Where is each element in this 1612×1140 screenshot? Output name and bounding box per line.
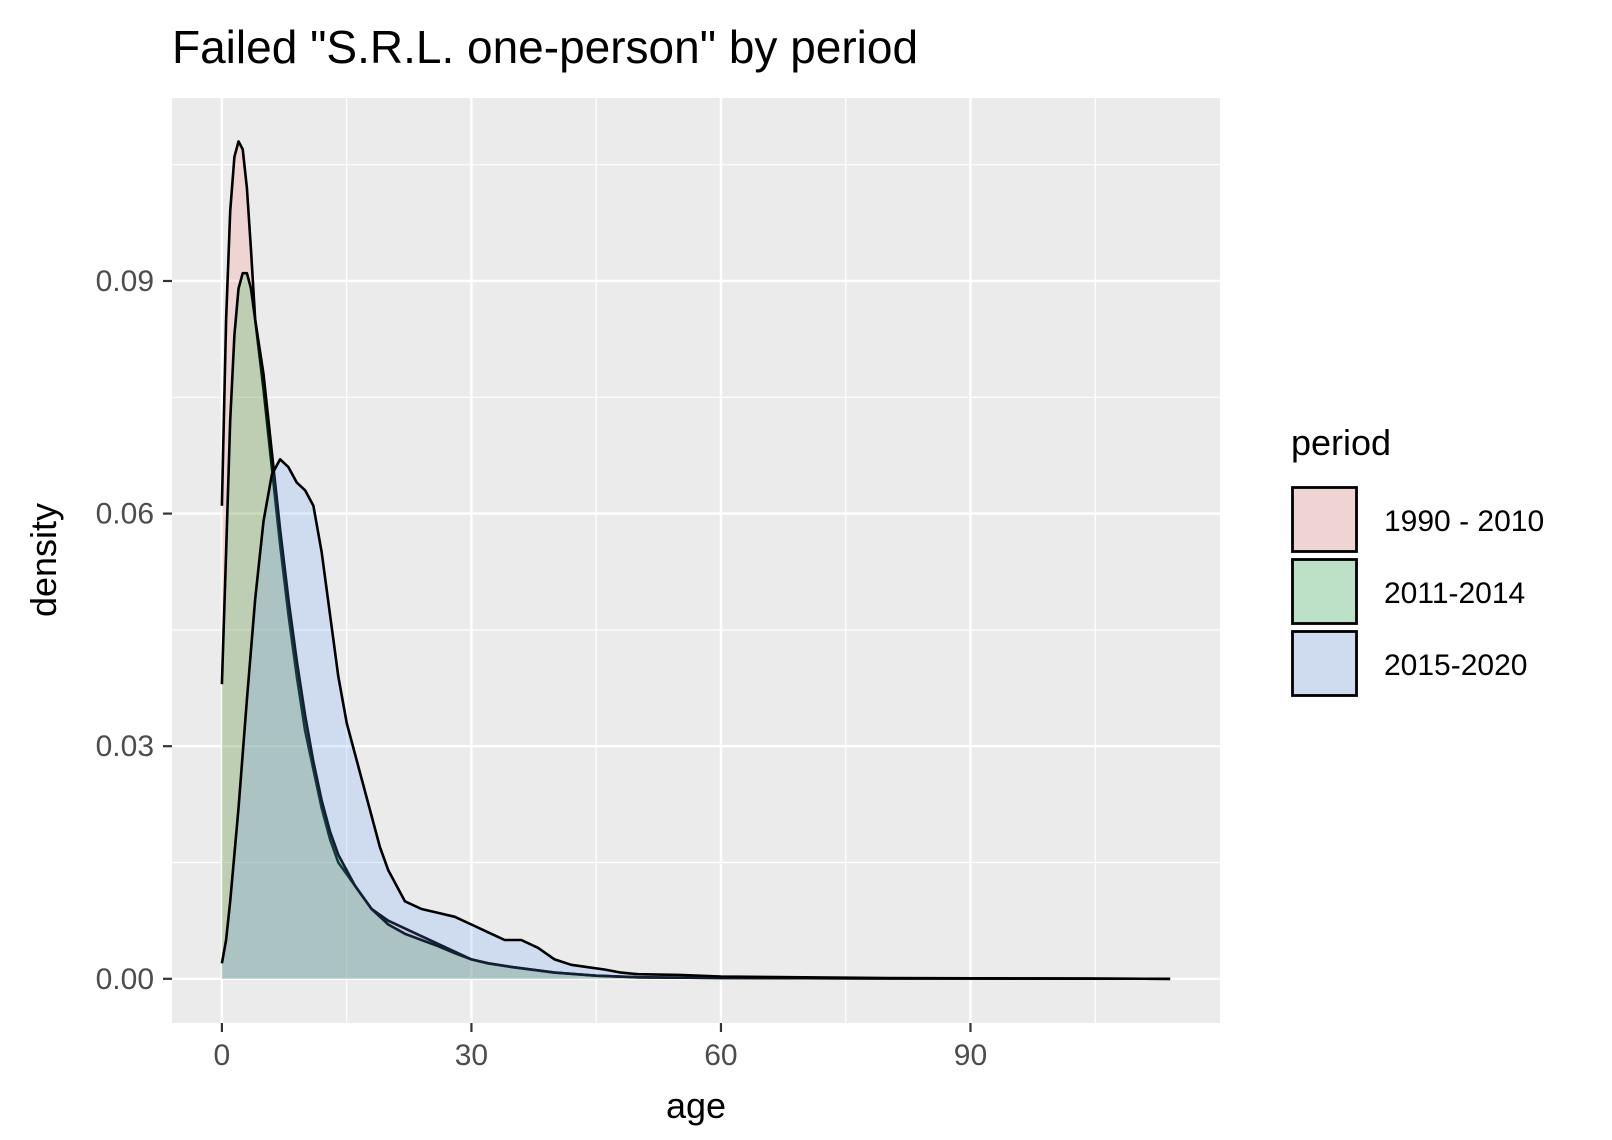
legend-key-background: [1291, 630, 1358, 697]
x-axis: 0 30 60 90: [214, 1023, 987, 1072]
density-area-series-1: [221, 141, 1171, 979]
legend-label-series-1: 1990 - 2010: [1384, 505, 1544, 538]
legend-label-series-2: 2011-2014: [1384, 577, 1525, 610]
legend-swatch-series-1: [1291, 486, 1358, 553]
y-tick-label: 0.00: [96, 963, 154, 996]
density-line-series-3: [220, 458, 1171, 981]
y-axis: 0.00 0.03 0.06 0.09: [96, 265, 172, 996]
y-tick-label: 0.06: [96, 498, 154, 531]
major-gridlines: [172, 98, 1220, 1023]
legend: period 1990 - 2010 2011-2014 2015-2020: [1291, 422, 1544, 697]
legend-label-series-3: 2015-2020: [1384, 649, 1527, 682]
legend-title: period: [1291, 422, 1391, 463]
y-axis-title: density: [23, 503, 64, 617]
chart-title: Failed "S.R.L. one-person" by period: [172, 21, 918, 73]
y-tick-label: 0.09: [96, 265, 154, 298]
x-tick-label: 60: [704, 1039, 737, 1072]
density-area-series-2: [221, 273, 1171, 979]
minor-gridlines: [172, 98, 1220, 1023]
legend-swatch-series-3: [1291, 630, 1358, 697]
legend-key-background: [1291, 558, 1358, 625]
density-area-series-3: [221, 459, 1171, 979]
x-axis-title: age: [666, 1085, 726, 1126]
legend-items: 1990 - 2010 2011-2014 2015-2020: [1291, 486, 1544, 697]
y-tick-label: 0.03: [96, 730, 154, 763]
x-tick-label: 0: [214, 1039, 231, 1072]
legend-key-background: [1291, 486, 1358, 553]
x-tick-label: 90: [954, 1039, 987, 1072]
legend-swatch-series-2: [1291, 558, 1358, 625]
x-tick-label: 30: [455, 1039, 488, 1072]
density-areas: [220, 140, 1171, 981]
density-line-series-2: [220, 271, 1171, 981]
